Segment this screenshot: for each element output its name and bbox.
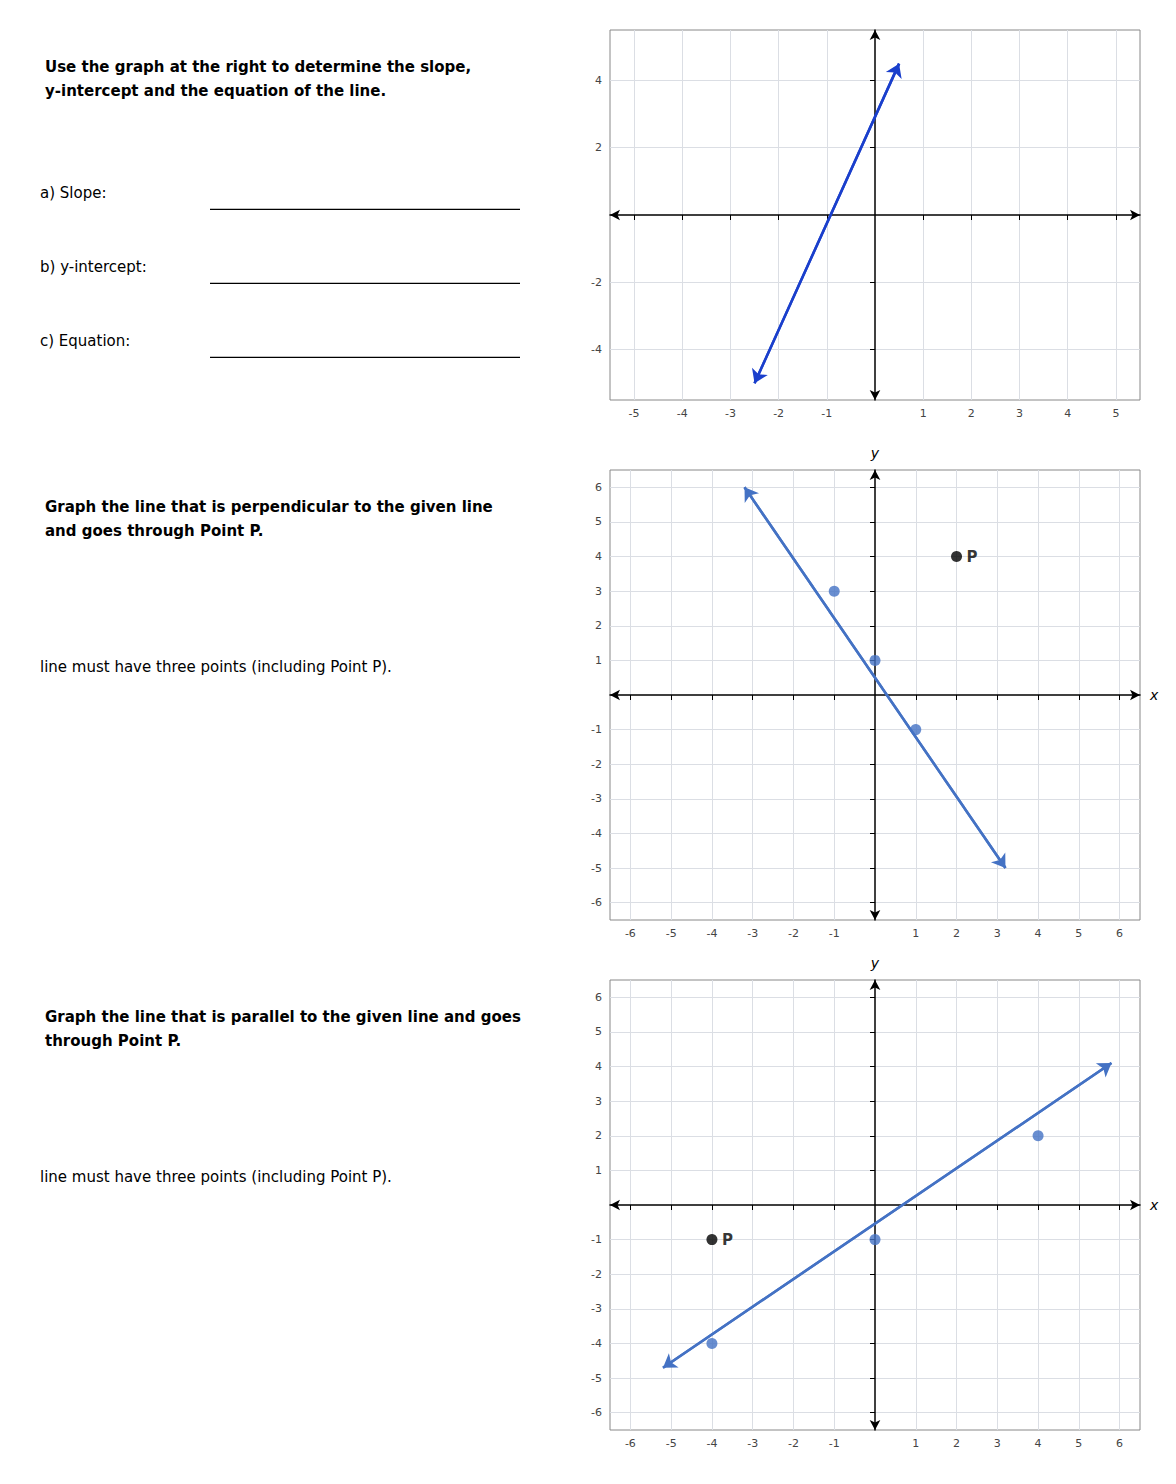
svg-text:Graph the line that is perpend: Graph the line that is perpendicular to … (45, 498, 493, 516)
svg-text:Use the graph at the right to: Use the graph at the right to determine … (45, 58, 471, 76)
svg-text:1: 1 (595, 654, 602, 667)
svg-text:-1: -1 (591, 1233, 602, 1246)
svg-text:6: 6 (595, 481, 602, 494)
svg-text:3: 3 (595, 585, 602, 598)
svg-text:b) y-intercept:: b) y-intercept: (40, 258, 147, 276)
svg-text:x: x (1149, 687, 1159, 703)
svg-text:-1: -1 (829, 927, 840, 940)
svg-text:-4: -4 (706, 927, 717, 940)
svg-text:5: 5 (1075, 1437, 1082, 1450)
svg-text:3: 3 (595, 1095, 602, 1108)
svg-text:-6: -6 (625, 927, 636, 940)
svg-text:-3: -3 (725, 407, 736, 420)
svg-text:a) Slope:: a) Slope: (40, 184, 106, 202)
svg-text:-3: -3 (591, 792, 602, 805)
svg-text:5: 5 (1112, 407, 1119, 420)
svg-text:-1: -1 (591, 723, 602, 736)
svg-text:line must have three points (i: line must have three points (including P… (40, 1168, 392, 1186)
svg-text:1: 1 (595, 1164, 602, 1177)
svg-text:6: 6 (595, 991, 602, 1004)
svg-text:-4: -4 (591, 1337, 602, 1350)
svg-text:-1: -1 (829, 1437, 840, 1450)
svg-text:-1: -1 (821, 407, 832, 420)
svg-text:1: 1 (912, 927, 919, 940)
svg-text:y: y (870, 445, 880, 461)
svg-text:2: 2 (595, 619, 602, 632)
svg-text:y-intercept and the equation o: y-intercept and the equation of the line… (45, 82, 386, 100)
svg-text:Graph the line that is paralle: Graph the line that is parallel to the g… (45, 1008, 521, 1026)
svg-text:2: 2 (968, 407, 975, 420)
svg-text:5: 5 (595, 515, 602, 528)
svg-text:-5: -5 (666, 1437, 677, 1450)
svg-text:1: 1 (912, 1437, 919, 1450)
svg-text:-2: -2 (591, 758, 602, 771)
svg-text:y: y (870, 955, 880, 971)
svg-text:P: P (967, 548, 978, 566)
svg-text:line must have three points (i: line must have three points (including P… (40, 658, 392, 676)
svg-text:4: 4 (1035, 1437, 1042, 1450)
svg-text:-6: -6 (591, 1406, 602, 1419)
svg-text:1: 1 (920, 407, 927, 420)
svg-text:-2: -2 (773, 407, 784, 420)
svg-text:through Point P.: through Point P. (45, 1032, 181, 1050)
svg-text:and goes through Point P.: and goes through Point P. (45, 522, 263, 540)
svg-text:4: 4 (595, 550, 602, 563)
svg-text:2: 2 (953, 1437, 960, 1450)
svg-text:-5: -5 (666, 927, 677, 940)
svg-text:5: 5 (595, 1025, 602, 1038)
svg-text:-5: -5 (591, 862, 602, 875)
svg-text:-3: -3 (747, 927, 758, 940)
svg-text:3: 3 (1016, 407, 1023, 420)
svg-text:-3: -3 (591, 1302, 602, 1315)
svg-text:3: 3 (994, 927, 1001, 940)
svg-text:4: 4 (595, 74, 602, 87)
svg-text:2: 2 (953, 927, 960, 940)
svg-text:-5: -5 (591, 1372, 602, 1385)
svg-text:-2: -2 (591, 276, 602, 289)
svg-text:3: 3 (994, 1437, 1001, 1450)
svg-text:P: P (722, 1231, 733, 1249)
svg-text:6: 6 (1116, 1437, 1123, 1450)
svg-text:-6: -6 (591, 896, 602, 909)
svg-text:-4: -4 (677, 407, 688, 420)
svg-text:c) Equation:: c) Equation: (40, 332, 130, 350)
svg-text:4: 4 (1035, 927, 1042, 940)
svg-text:x: x (1149, 1197, 1159, 1213)
svg-text:4: 4 (595, 1060, 602, 1073)
svg-text:-4: -4 (591, 827, 602, 840)
svg-text:-3: -3 (747, 1437, 758, 1450)
svg-text:6: 6 (1116, 927, 1123, 940)
svg-text:-5: -5 (629, 407, 640, 420)
svg-text:5: 5 (1075, 927, 1082, 940)
svg-text:-2: -2 (788, 1437, 799, 1450)
svg-text:4: 4 (1064, 407, 1071, 420)
svg-text:2: 2 (595, 141, 602, 154)
svg-text:-4: -4 (706, 1437, 717, 1450)
svg-text:-6: -6 (625, 1437, 636, 1450)
svg-text:-2: -2 (788, 927, 799, 940)
svg-text:-2: -2 (591, 1268, 602, 1281)
svg-text:2: 2 (595, 1129, 602, 1142)
svg-text:-4: -4 (591, 343, 602, 356)
